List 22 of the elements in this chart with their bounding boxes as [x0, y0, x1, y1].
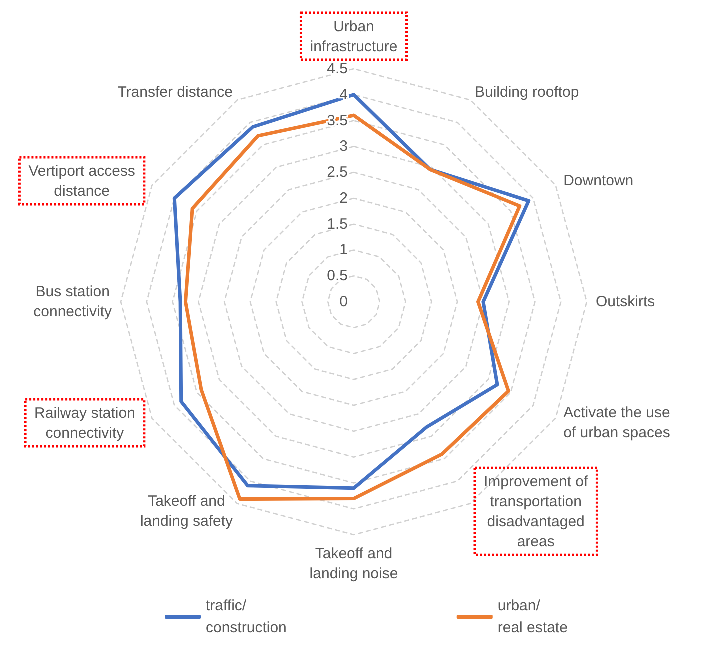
y-tick-label: 1: [340, 242, 348, 259]
y-tick-label: 2.5: [327, 164, 348, 182]
y-tick-label: 4.5: [327, 60, 348, 78]
spoke-label: Railway station connectivity: [34, 405, 136, 442]
spoke-label: Building rooftop: [474, 84, 580, 101]
spoke-label: Takeoff and landing noise: [310, 546, 398, 582]
spoke-label: Improvement of transportation disadvantaged areas: [484, 474, 590, 551]
spoke-label: Urban infrastructure: [310, 18, 398, 56]
y-tick-label: 3: [340, 138, 348, 156]
spoke-label: Vertiport access distance: [28, 163, 136, 200]
y-tick-label: 0: [340, 294, 348, 310]
legend-label: traffic/construction: [206, 598, 287, 636]
spoke-label: Takeoff and landing safety: [140, 493, 234, 530]
spoke-label: Outskirts: [596, 294, 656, 310]
legend-label: urban/real estate: [498, 598, 568, 636]
spoke-label: Activate the use of urban spaces: [564, 404, 670, 442]
y-tick-label: 2: [340, 190, 348, 207]
y-tick-label: 0.5: [327, 268, 348, 285]
spoke-label: Downtown: [564, 172, 634, 190]
spoke-label: Bus station connectivity: [34, 284, 112, 320]
y-tick-label: 1.5: [327, 216, 348, 233]
spoke-label: Transfer distance: [118, 84, 233, 101]
